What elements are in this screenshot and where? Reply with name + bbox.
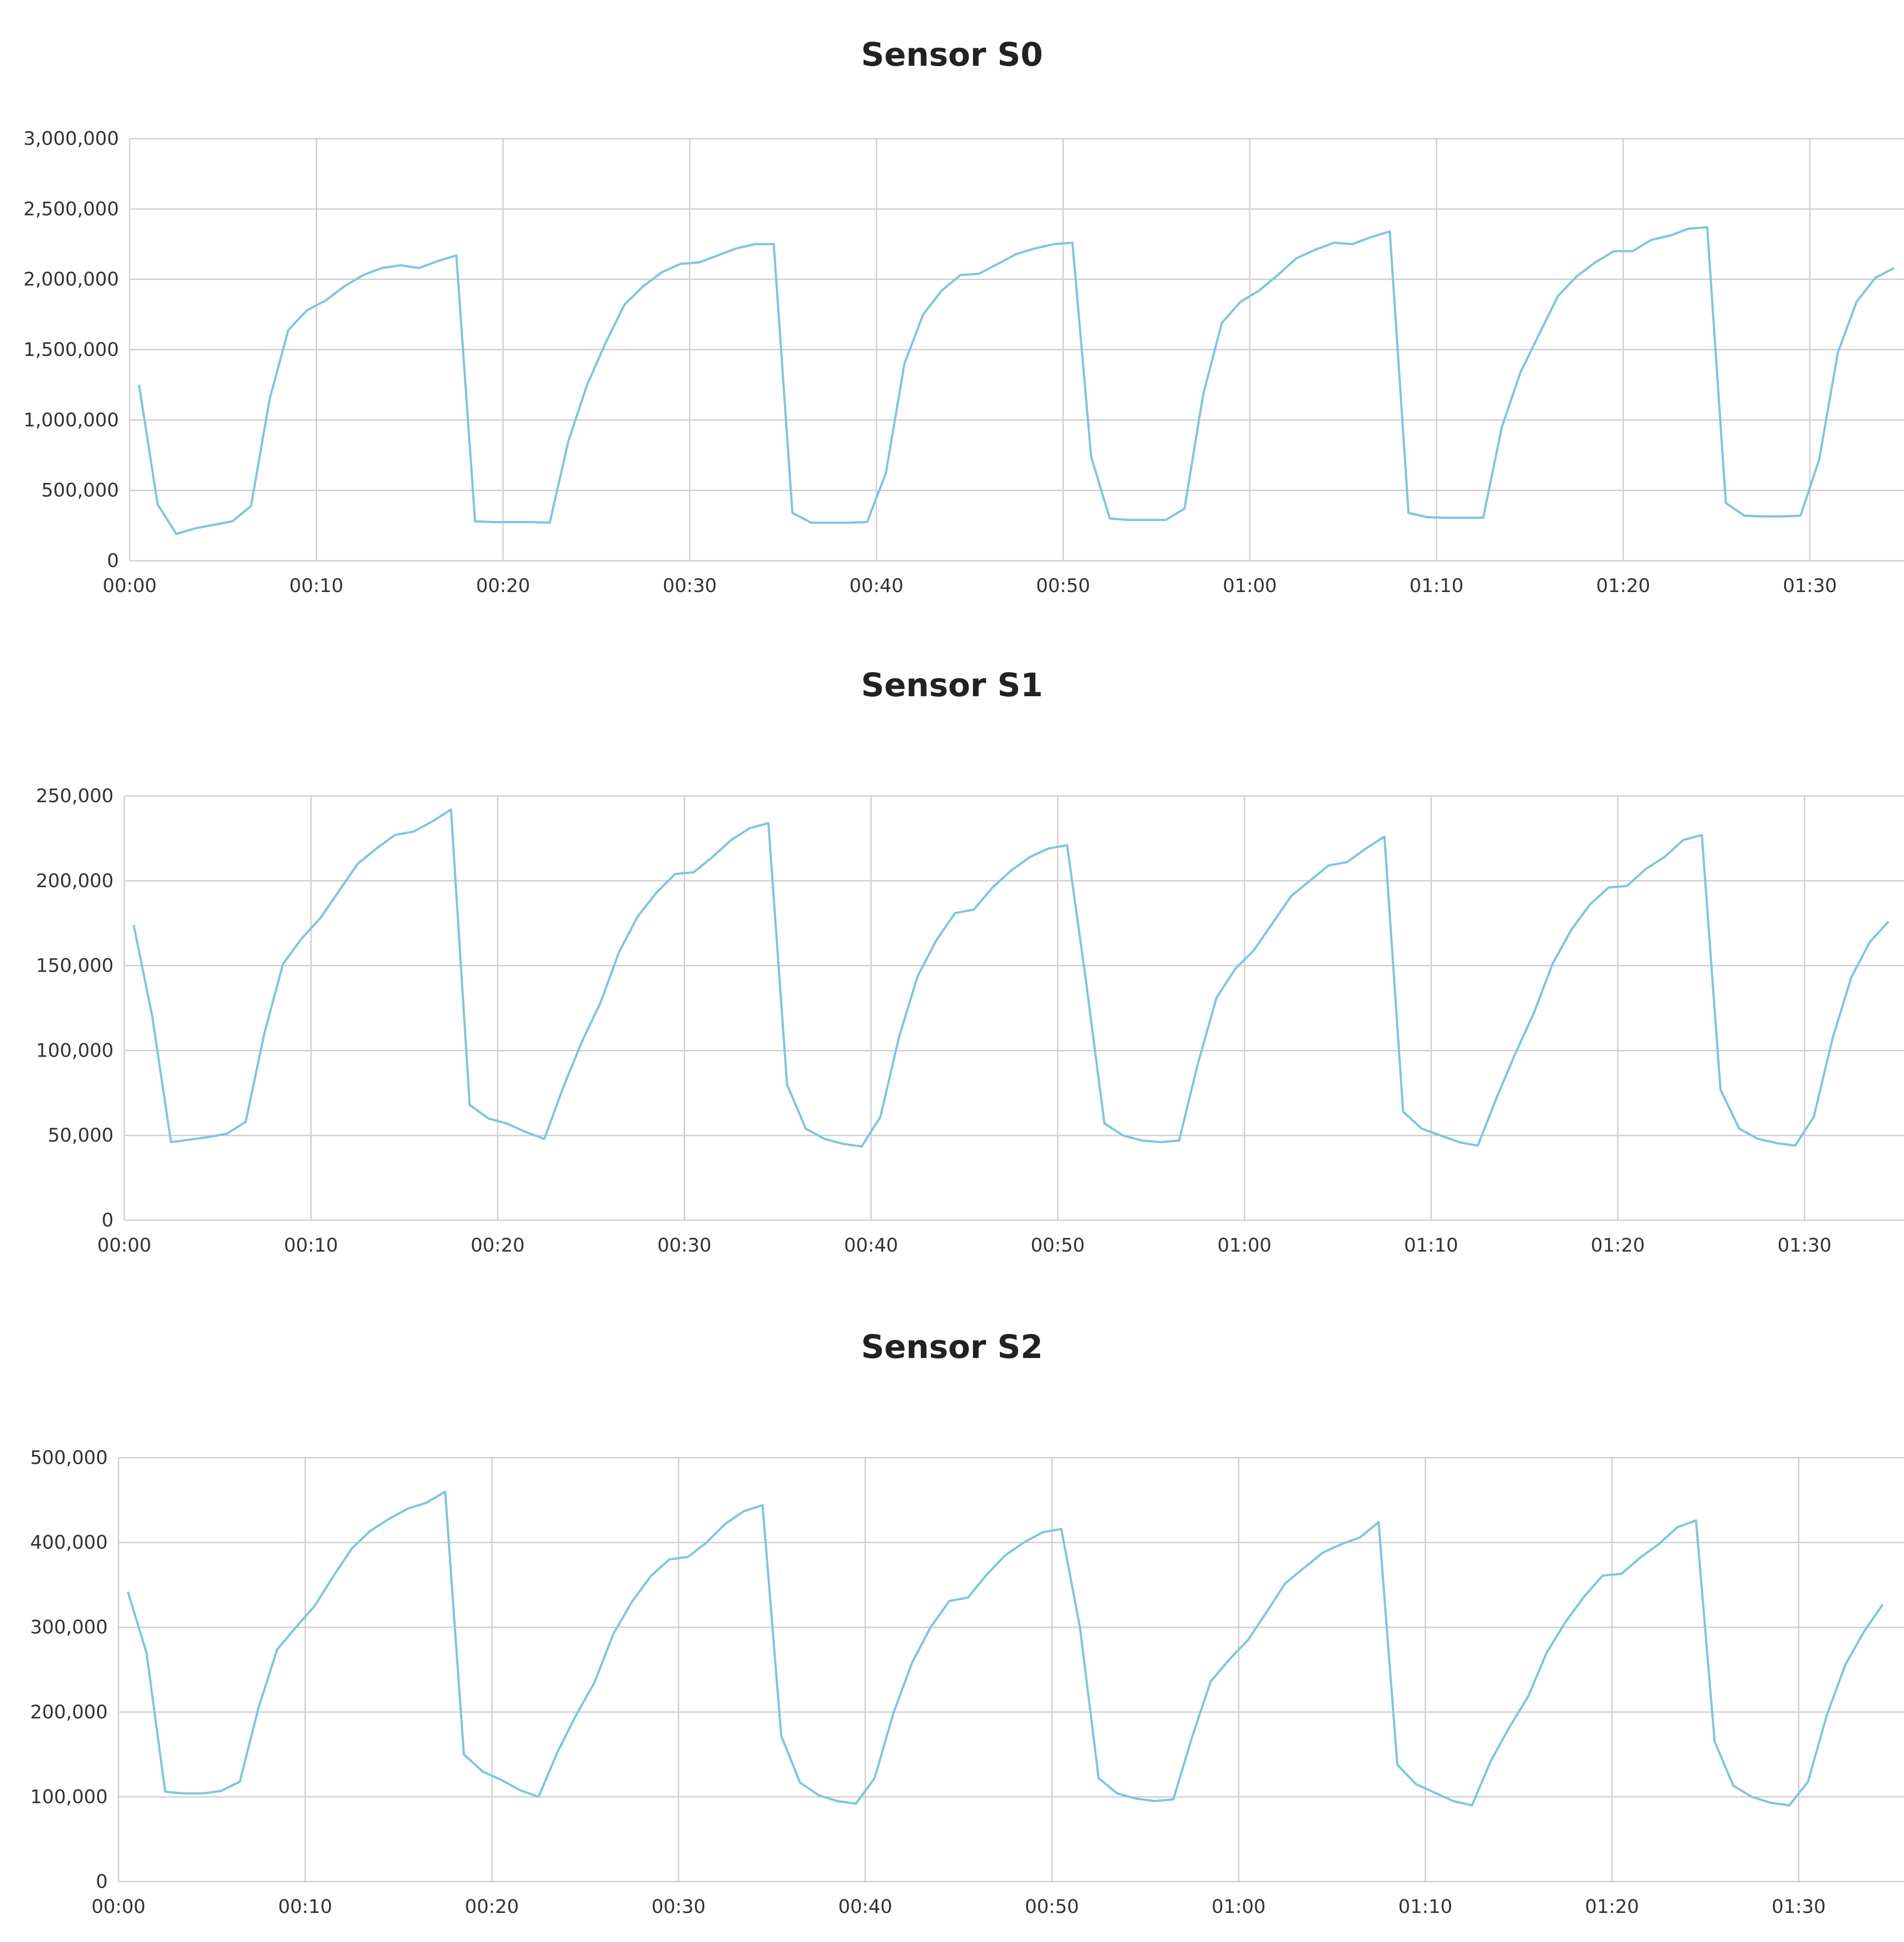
y-tick-label: 0 [107, 550, 119, 571]
x-tick-label: 00:20 [465, 1895, 519, 1917]
x-tick-label: 00:10 [289, 575, 343, 597]
x-tick-label: 00:40 [838, 1895, 892, 1917]
y-tick-label: 3,000,000 [23, 127, 119, 149]
x-tick-label: 00:40 [844, 1234, 898, 1256]
x-tick-label: 01:00 [1211, 1895, 1265, 1917]
chart-title: Sensor S1 [861, 666, 1043, 704]
x-tick-label: 01:30 [1772, 1895, 1826, 1917]
y-tick-label: 100,000 [36, 1039, 114, 1061]
y-tick-label: 500,000 [30, 1447, 108, 1468]
x-tick-label: 00:00 [91, 1895, 145, 1917]
x-tick-label: 00:50 [1036, 575, 1090, 597]
x-tick-label: 00:10 [284, 1234, 338, 1256]
y-tick-label: 0 [102, 1209, 114, 1231]
y-tick-label: 100,000 [30, 1785, 108, 1807]
chart-panel-s2: Sensor S2 0 100,000 200,000 300,000 400,000 5… [0, 1297, 1904, 1942]
x-tick-label: 00:30 [657, 1234, 711, 1256]
x-tick-label: 01:00 [1223, 575, 1277, 597]
chart-panel-s0: Sensor S0 0 500,000 1,000,000 1,500,000 2,00… [0, 0, 1904, 635]
y-tick-label: 200,000 [30, 1701, 108, 1723]
x-tick-label: 01:20 [1596, 575, 1650, 597]
x-tick-label: 00:50 [1025, 1895, 1079, 1917]
x-tick-label: 00:30 [663, 575, 717, 597]
x-tick-label: 00:30 [652, 1895, 706, 1917]
x-tick-label: 00:20 [470, 1234, 525, 1256]
y-tick-label: 200,000 [36, 870, 114, 892]
series-line [127, 1490, 1884, 1807]
y-tick-label: 300,000 [30, 1616, 108, 1638]
x-tick-label: 01:20 [1585, 1895, 1639, 1917]
line-chart-s2: 0 100,000 200,000 300,000 400,000 500,000 00:0… [30, 1447, 1904, 1917]
x-tick-label: 01:30 [1783, 575, 1837, 597]
y-tick-label: 0 [96, 1870, 108, 1892]
x-tick-label: 00:20 [476, 575, 530, 597]
x-tick-label: 00:00 [102, 575, 157, 597]
x-tick-label: 01:10 [1409, 575, 1464, 597]
y-tick-label: 2,000,000 [23, 268, 119, 290]
x-tick-label: 01:10 [1398, 1895, 1452, 1917]
x-tick-label: 01:20 [1591, 1234, 1645, 1256]
y-tick-label: 50,000 [48, 1124, 114, 1146]
series-line [132, 808, 1890, 1148]
line-chart-s1: 0 50,000 100,000 150,000 200,000 250,000 00:00… [36, 785, 1904, 1256]
y-tick-label: 250,000 [36, 785, 114, 807]
x-tick-label: 00:50 [1031, 1234, 1085, 1256]
y-tick-label: 1,000,000 [23, 409, 119, 431]
x-tick-label: 00:40 [849, 575, 903, 597]
x-tick-label: 01:10 [1404, 1234, 1458, 1256]
chart-panel-s1: Sensor S1 0 50,000 100,000 150,000 200,000 25… [0, 635, 1904, 1297]
line-chart-s0: 0 500,000 1,000,000 1,500,000 2,000,000 2,500… [23, 127, 1904, 597]
x-tick-label: 00:10 [278, 1895, 332, 1917]
x-tick-label: 00:00 [97, 1234, 151, 1256]
y-tick-label: 150,000 [36, 955, 114, 977]
y-tick-label: 2,500,000 [23, 198, 119, 220]
y-tick-label: 1,500,000 [23, 338, 119, 360]
chart-title: Sensor S0 [861, 36, 1043, 73]
x-tick-label: 01:30 [1777, 1234, 1832, 1256]
x-tick-label: 01:00 [1217, 1234, 1271, 1256]
y-tick-label: 500,000 [41, 479, 119, 501]
chart-title: Sensor S2 [861, 1328, 1043, 1366]
y-tick-label: 400,000 [30, 1532, 108, 1553]
series-line [138, 226, 1895, 535]
